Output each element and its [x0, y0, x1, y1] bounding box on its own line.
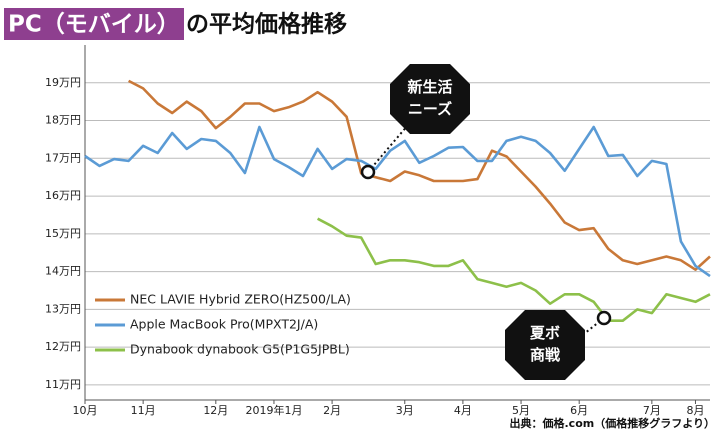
series-line [128, 79, 711, 271]
annotation-badge [505, 310, 585, 380]
x-tick-label: 12月 [203, 404, 228, 417]
legend-label: Dynabook dynabook G5(P1G5JPBL) [130, 342, 350, 357]
plot-area: 11万円 12万円 13万円 14万円 15万円 16万円 17万円 18万円 19万円 10月 1… [45, 45, 711, 417]
y-tick-label: 19万円 [45, 76, 81, 89]
annotation-text: 夏ボ [529, 324, 560, 342]
annotation-point [360, 164, 376, 180]
x-tick-label: 5月 [512, 404, 530, 417]
x-tick-label: 6月 [570, 404, 588, 417]
x-tick-label: 4月 [454, 404, 472, 417]
annotation-text: 商戦 [530, 346, 561, 364]
legend-label: NEC LAVIE Hybrid ZERO(HZ500/LA) [130, 292, 351, 307]
annotation-badge [390, 64, 470, 134]
y-tick-label: 18万円 [45, 114, 81, 127]
annotation-point [596, 310, 612, 326]
y-tick-label: 11万円 [45, 378, 81, 391]
x-tick-label: 10月 [73, 404, 98, 417]
y-tick-label: 13万円 [45, 302, 81, 315]
legend-label: Apple MacBook Pro(MPXT2J/A) [130, 317, 318, 332]
annotation-text: ニーズ [408, 100, 452, 118]
annotation-text: 新生活 [407, 78, 452, 96]
y-tick-label: 17万円 [45, 151, 81, 164]
chart-title: PC（モバイル） [8, 11, 180, 38]
y-tick-label: 16万円 [45, 189, 81, 202]
source-note: 出典：価格.com（価格推移グラフより） [510, 416, 716, 430]
x-tick-label: 2月 [323, 404, 341, 417]
chart-title: の平均価格推移 [186, 11, 347, 38]
x-tick-label: 11月 [131, 404, 156, 417]
title-highlight [4, 8, 184, 40]
x-tick-label: 8月 [686, 404, 704, 417]
x-tick-label: 3月 [396, 404, 414, 417]
series-line [316, 217, 711, 322]
y-tick-label: 15万円 [45, 227, 81, 240]
series-line [84, 125, 711, 278]
y-tick-label: 12万円 [45, 340, 81, 353]
x-tick-label: 7月 [643, 404, 661, 417]
y-tick-label: 14万円 [45, 265, 81, 278]
annotation-leader [367, 124, 409, 173]
x-tick-label: 2019年1月 [245, 403, 302, 417]
